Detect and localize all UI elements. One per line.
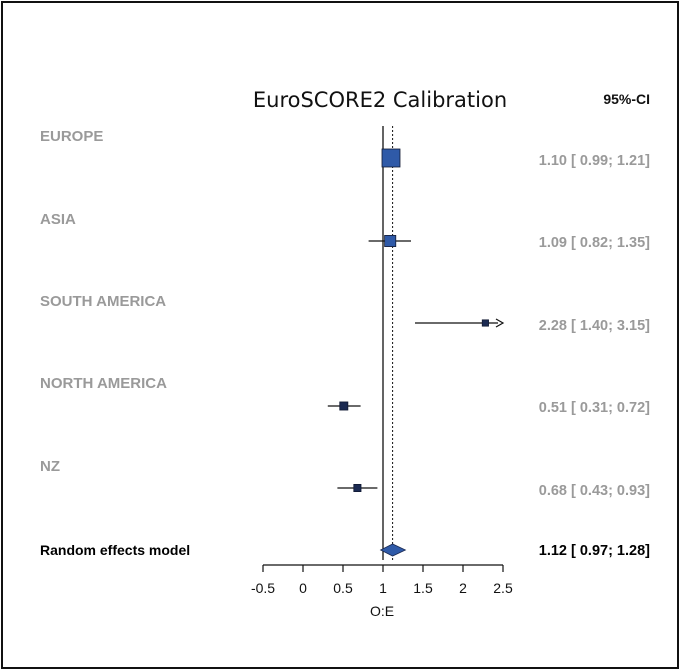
study-row: ASIA 1.09 [ 0.82; 1.35] [40, 211, 650, 251]
ci-header: 95%-CI [603, 91, 650, 107]
point-estimate-box [481, 319, 489, 327]
pooled-diamond [379, 543, 407, 557]
x-tick-label: 0 [299, 580, 307, 596]
study-row: EUROPE 1.10 [ 0.99; 1.21] [40, 128, 650, 169]
pooled-row: Random effects model 1.12 [ 0.97; 1.28] [40, 542, 650, 559]
x-axis: -0.5 0 0.5 1 1.5 2 2.5 [251, 564, 513, 596]
study-row: NORTH AMERICA 0.51 [ 0.31; 0.72] [40, 375, 650, 416]
study-ci-text: 0.51 [ 0.31; 0.72] [539, 400, 650, 416]
x-tick-label: 0.5 [333, 580, 353, 596]
study-label: ASIA [40, 211, 76, 228]
study-row: SOUTH AMERICA 2.28 [ 1.40; 3.15] [40, 293, 650, 334]
x-axis-label: O:E [370, 603, 394, 619]
chart-title: EuroSCORE2 Calibration [253, 88, 507, 112]
x-tick-label: -0.5 [251, 580, 275, 596]
study-label: NZ [40, 458, 60, 475]
pooled-label: Random effects model [40, 542, 190, 558]
pooled-ci-text: 1.12 [ 0.97; 1.28] [539, 543, 650, 559]
study-ci-text: 2.28 [ 1.40; 3.15] [539, 318, 650, 334]
point-estimate-box [384, 235, 397, 247]
study-label: EUROPE [40, 128, 103, 145]
study-ci-text: 1.09 [ 0.82; 1.35] [539, 235, 650, 251]
study-rows: EUROPE 1.10 [ 0.99; 1.21] ASIA 1.09 [ 0.82;… [40, 126, 650, 560]
study-label: SOUTH AMERICA [40, 293, 166, 310]
x-tick-label: 2.5 [493, 580, 513, 596]
study-ci-text: 0.68 [ 0.43; 0.93] [539, 483, 650, 499]
study-row: NZ 0.68 [ 0.43; 0.93] [40, 458, 650, 499]
point-estimate-box [353, 483, 362, 492]
study-label: NORTH AMERICA [40, 375, 167, 392]
x-tick-label: 1.5 [413, 580, 433, 596]
study-ci-text: 1.10 [ 0.99; 1.21] [539, 153, 650, 169]
point-estimate-box [381, 148, 401, 168]
point-estimate-box [339, 401, 349, 411]
ci-truncation-arrow [495, 318, 505, 328]
x-tick-label: 2 [459, 580, 467, 596]
x-tick-label: 1 [379, 580, 387, 596]
